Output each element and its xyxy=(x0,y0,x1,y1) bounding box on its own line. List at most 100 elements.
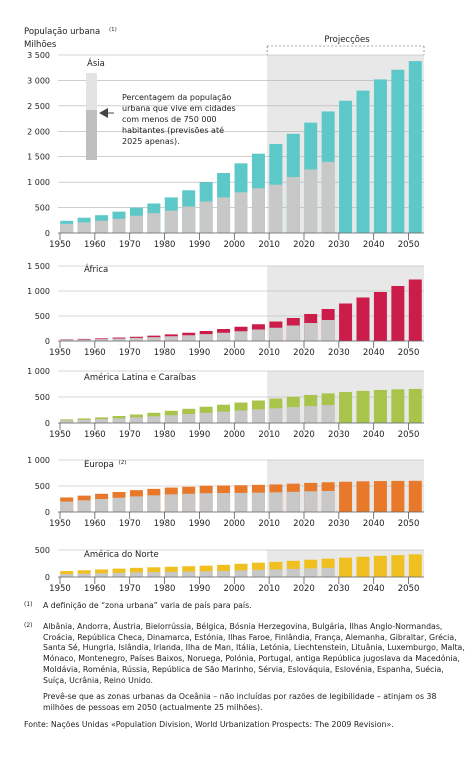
footnote-2-text: Albânia, Andorra, Áustria, Bielorrússia,… xyxy=(43,621,465,685)
bar-urban-total-1990 xyxy=(199,565,213,577)
bar-small-cities-1990 xyxy=(199,334,213,341)
panel-title: Ásia xyxy=(87,57,105,69)
x-tick-label: 2020 xyxy=(293,348,315,358)
bar-urban-total-2040 xyxy=(373,481,387,512)
bar-small-cities-2020 xyxy=(304,568,318,577)
bar-small-cities-1975 xyxy=(147,572,161,577)
x-tick-label: 2000 xyxy=(223,519,245,529)
bar-small-cities-1950 xyxy=(60,574,74,577)
x-tick-label: 1990 xyxy=(189,240,211,250)
bar-small-cities-2005 xyxy=(251,569,265,577)
x-tick-label: 1990 xyxy=(189,584,211,594)
bar-urban-total-1955 xyxy=(77,570,91,577)
panel-title: América Latina e Caraíbas xyxy=(84,372,196,383)
legend-arrow xyxy=(99,108,108,118)
bar-small-cities-2020 xyxy=(304,406,318,423)
bar-small-cities-1975 xyxy=(147,495,161,512)
x-tick-label: 2050 xyxy=(398,519,420,529)
x-tick-label: 1970 xyxy=(119,584,141,594)
y-tick-label: 0 xyxy=(45,337,50,346)
bar-urban-total-2040 xyxy=(373,555,387,577)
figure-title-note: (1) xyxy=(109,27,117,33)
small-cities-legend: Percentagem da população urbana que vive … xyxy=(86,73,236,160)
x-tick-label: 1970 xyxy=(119,240,141,250)
bar-small-cities-1965 xyxy=(112,418,126,423)
bar-small-cities-1960 xyxy=(95,220,109,233)
bar-small-cities-2015 xyxy=(286,325,300,341)
y-tick-label: 1 000 xyxy=(27,178,50,187)
bar-small-cities-1995 xyxy=(217,493,231,512)
bar-small-cities-1970 xyxy=(129,215,143,233)
bar-small-cities-1970 xyxy=(129,496,143,512)
y-tick-label: 1 000 xyxy=(27,456,50,465)
x-tick-label: 1970 xyxy=(119,430,141,440)
panel-title: Europa xyxy=(84,460,114,470)
bar-small-cities-2010 xyxy=(269,492,283,512)
y-tick-label: 0 xyxy=(45,573,50,582)
x-tick-label: 1950 xyxy=(49,240,71,250)
x-tick-label: 2010 xyxy=(258,430,280,440)
bar-urban-total-2050 xyxy=(408,279,422,341)
x-tick-label: 1950 xyxy=(49,584,71,594)
x-tick-label: 2040 xyxy=(363,240,385,250)
x-tick-label: 1960 xyxy=(84,519,106,529)
bar-urban-total-2035 xyxy=(356,556,370,577)
bar-small-cities-1980 xyxy=(164,210,178,233)
bar-urban-total-2050 xyxy=(408,61,422,233)
bar-small-cities-1965 xyxy=(112,218,126,233)
x-tick-label: 2030 xyxy=(328,519,350,529)
bar-small-cities-2015 xyxy=(286,491,300,512)
footnote-2: (2) Albânia, Andorra, Áustria, Bielorrús… xyxy=(0,622,476,687)
y-tick-label: 2 500 xyxy=(27,102,50,111)
bar-urban-total-2035 xyxy=(356,297,370,341)
bar-small-cities-1955 xyxy=(77,222,91,233)
panel-title: América do Norte xyxy=(84,549,159,560)
x-tick-label: 1950 xyxy=(49,348,71,358)
bar-urban-total-2045 xyxy=(391,555,405,577)
bar-small-cities-2020 xyxy=(304,323,318,341)
bar-small-cities-2000 xyxy=(234,192,248,233)
bar-small-cities-1980 xyxy=(164,494,178,512)
bar-small-cities-2010 xyxy=(269,184,283,233)
x-tick-label: 2040 xyxy=(363,584,385,594)
x-tick-label: 1960 xyxy=(84,430,106,440)
x-tick-label: 2030 xyxy=(328,430,350,440)
bar-small-cities-1955 xyxy=(77,339,91,341)
bar-small-cities-1985 xyxy=(182,571,196,577)
legend-text-line: Percentagem da população xyxy=(122,93,231,102)
bar-small-cities-1965 xyxy=(112,497,126,512)
panels: 0 500 1 000 1 500 2 000 2 500 3 000 3 500 1950 19… xyxy=(27,45,425,594)
x-tick-label: 2020 xyxy=(293,519,315,529)
bar-small-cities-1985 xyxy=(182,493,196,512)
x-tick-label: 2000 xyxy=(223,430,245,440)
y-tick-label: 500 xyxy=(35,546,50,555)
bar-urban-total-2030 xyxy=(339,557,353,577)
bar-small-cities-1970 xyxy=(129,337,143,341)
chart-panel-1: 0 500 1 000 1 500 1950 1960 1970 1980 1990 2000 20… xyxy=(27,262,424,358)
y-tick-label: 0 xyxy=(45,508,50,517)
x-tick-label: 2030 xyxy=(328,348,350,358)
bar-small-cities-1955 xyxy=(77,500,91,512)
bar-small-cities-1960 xyxy=(95,573,109,577)
x-tick-label: 1980 xyxy=(154,519,176,529)
x-tick-label: 1980 xyxy=(154,430,176,440)
bar-small-cities-1960 xyxy=(95,499,109,512)
bar-small-cities-2025 xyxy=(321,320,335,341)
oceania-note-text: Prevê-se que as zonas urbanas da Oceânia… xyxy=(43,692,437,712)
bar-urban-total-2045 xyxy=(391,286,405,341)
bar-urban-total-2035 xyxy=(356,390,370,423)
footnote-2-mark: (2) xyxy=(24,621,33,629)
bar-small-cities-2025 xyxy=(321,405,335,423)
bar-urban-total-2045 xyxy=(391,69,405,234)
bar-urban-total-2050 xyxy=(408,480,422,512)
x-tick-label: 1970 xyxy=(119,348,141,358)
x-tick-label: 2030 xyxy=(328,240,350,250)
bar-urban-total-2040 xyxy=(373,292,387,341)
y-tick-label: 500 xyxy=(35,482,50,491)
bar-urban-total-2045 xyxy=(391,480,405,512)
bar-urban-total-2040 xyxy=(373,79,387,233)
y-tick-label: 1 000 xyxy=(27,367,50,376)
bar-small-cities-1990 xyxy=(199,571,213,577)
bar-small-cities-1965 xyxy=(112,338,126,341)
x-tick-label: 2020 xyxy=(293,240,315,250)
